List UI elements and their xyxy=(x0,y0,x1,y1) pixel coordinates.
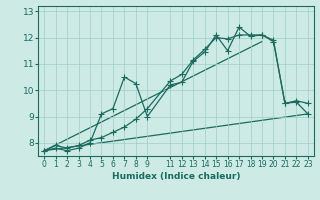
X-axis label: Humidex (Indice chaleur): Humidex (Indice chaleur) xyxy=(112,172,240,181)
